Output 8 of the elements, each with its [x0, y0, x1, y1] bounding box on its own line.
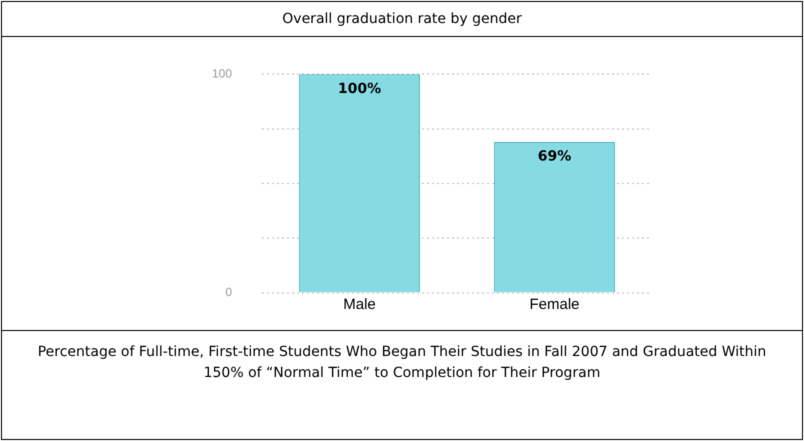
data-label: 100%: [338, 80, 382, 97]
x-tick-label: Male: [343, 296, 376, 313]
y-tick-label: 100: [212, 66, 232, 81]
y-tick-label: 0: [225, 285, 232, 300]
text: Percentage of Full-time, First-time Students Who Began Their Studies in Fall 2007 and Graduated Within 150% of “Normal Time” to Completion for Their Program: [36, 343, 768, 383]
data-label: 69%: [538, 148, 572, 165]
x-tick-label: Female: [529, 296, 580, 313]
chart-title: Overall graduation rate by gender: [2, 2, 802, 37]
